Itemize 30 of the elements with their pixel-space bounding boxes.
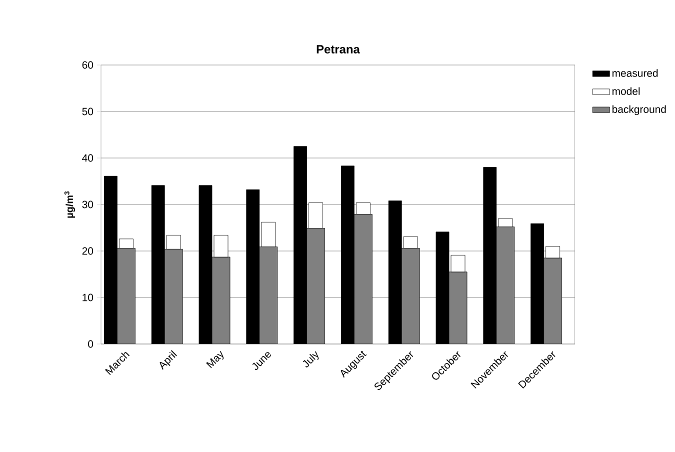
bar [214,234,228,258]
y-tick-label: 40 [82,154,94,162]
bar [117,248,136,344]
x-tick-label: July [302,351,319,368]
bar [496,226,515,344]
y-tick-label: 50 [82,108,94,116]
bar [259,246,278,344]
bar [261,222,276,248]
y-tick-label: 10 [82,294,94,302]
x-tick-label: May [206,350,224,368]
bar [403,236,418,248]
y-tick-label: 60 [82,61,94,69]
bar [164,248,183,344]
y-tick-label: 0 [88,340,94,348]
bar [448,272,468,344]
legend-label: background [612,105,666,116]
y-axis-title: µg/m$^{3}$ [64,191,76,218]
bar [401,248,420,344]
bar [450,254,466,272]
bar [498,218,513,228]
bar [544,258,562,344]
bar [306,228,326,344]
legend-label: model [612,87,640,95]
bar [166,234,181,250]
chart-title: Petrana [316,45,360,54]
y-tick-label: 20 [82,247,94,255]
legend-label: measured [612,69,658,77]
bar [354,214,372,344]
bar [212,256,230,344]
y-tick-label: 30 [82,200,94,208]
